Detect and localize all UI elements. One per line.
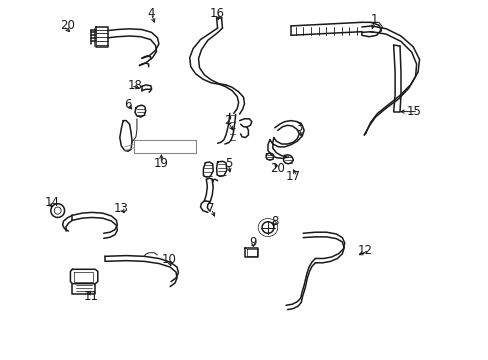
Text: 3: 3	[295, 121, 303, 134]
Text: 10: 10	[161, 253, 176, 266]
Text: 7: 7	[207, 202, 215, 215]
Text: 8: 8	[270, 215, 278, 228]
Text: 13: 13	[114, 202, 128, 215]
Text: 12: 12	[356, 244, 371, 257]
Text: 15: 15	[406, 105, 420, 118]
Text: 5: 5	[224, 157, 232, 170]
Text: 2: 2	[224, 114, 231, 127]
Text: 9: 9	[249, 236, 257, 249]
Text: 11: 11	[84, 291, 99, 303]
Text: 19: 19	[154, 157, 168, 170]
Text: 1: 1	[369, 13, 377, 26]
Text: 14: 14	[45, 196, 60, 209]
Text: 20: 20	[270, 162, 285, 175]
Text: 4: 4	[147, 7, 155, 20]
Text: 6: 6	[124, 98, 131, 111]
Text: 20: 20	[61, 19, 75, 32]
Text: 17: 17	[285, 170, 300, 183]
Text: 16: 16	[210, 7, 224, 20]
Text: 18: 18	[128, 79, 142, 92]
